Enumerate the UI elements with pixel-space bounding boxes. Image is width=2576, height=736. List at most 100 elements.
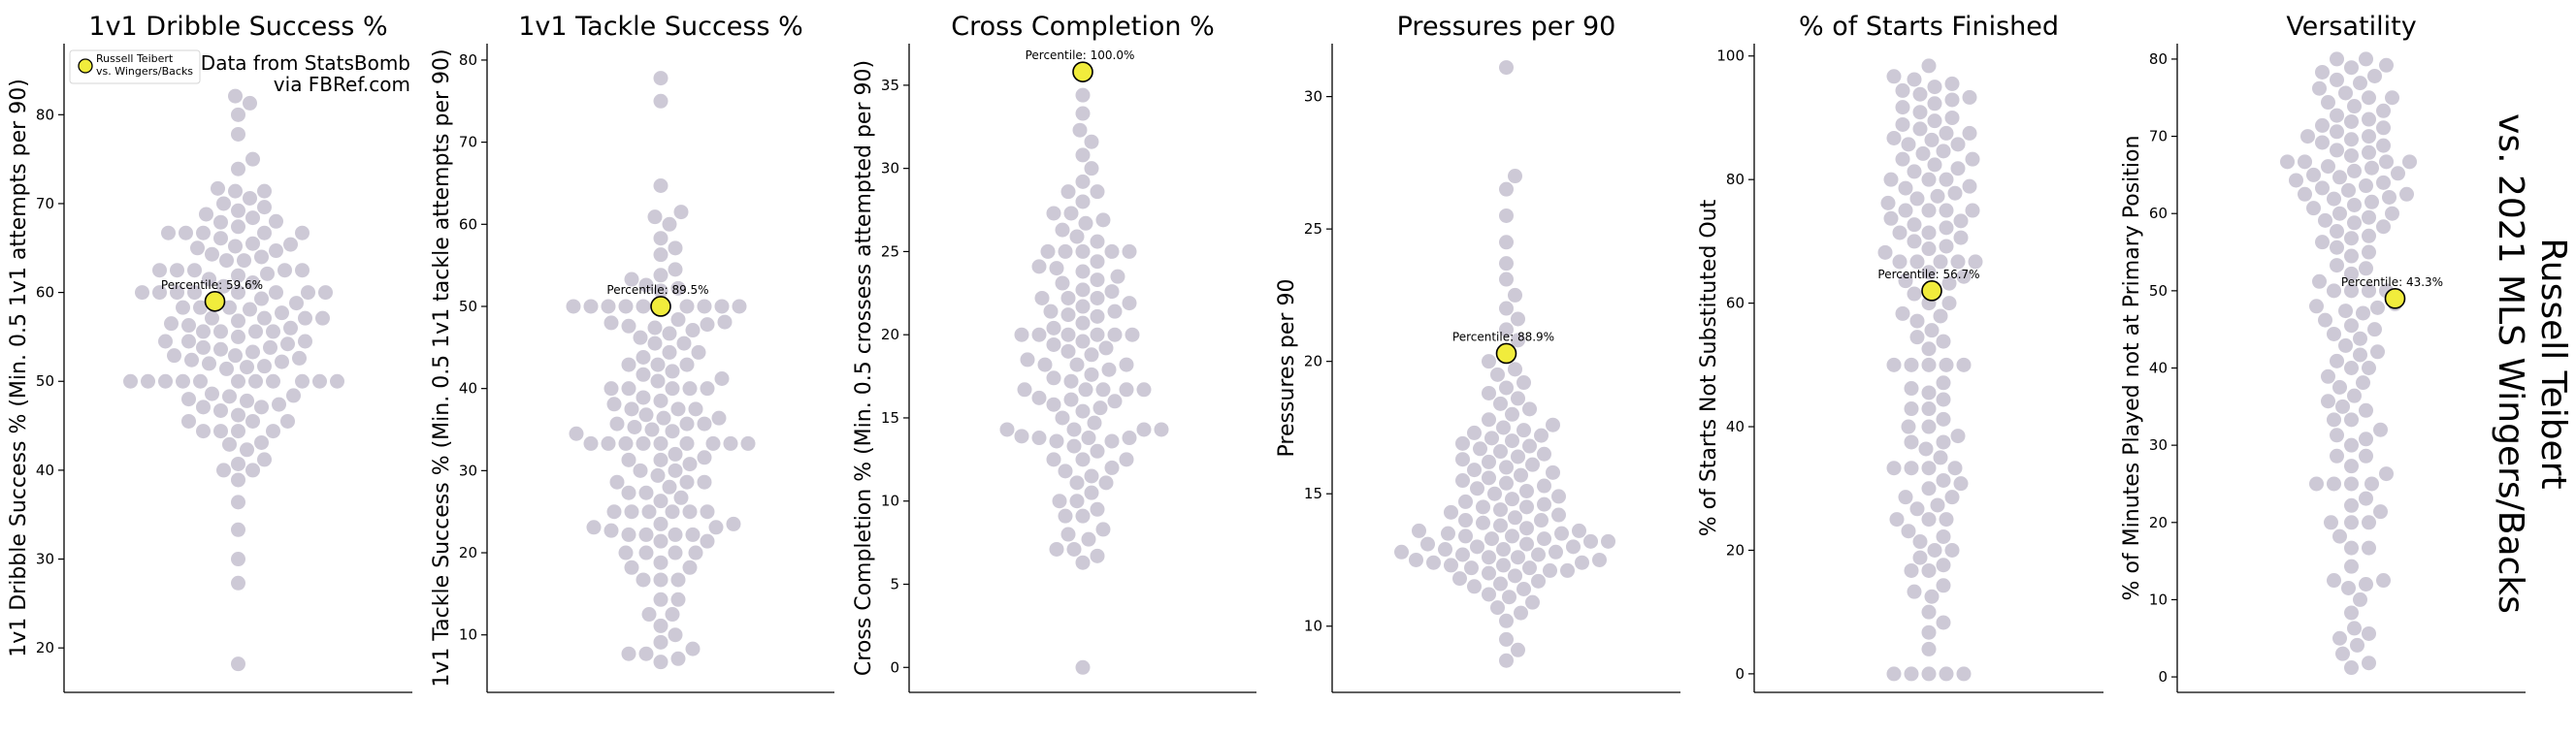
y-tick-label: 15 [1304,485,1322,502]
data-point [2399,186,2414,202]
data-point [1476,499,1490,515]
data-point [1467,463,1482,478]
data-point [638,646,654,661]
data-point [2370,300,2385,315]
data-point [1886,357,1902,372]
data-point [1046,206,1061,221]
data-point [2344,147,2359,163]
data-point [231,552,245,567]
data-point [213,214,228,230]
data-point [624,504,639,520]
data-point [1519,521,1534,536]
y-tick-label: 30 [1304,88,1322,106]
data-point [621,452,636,467]
data-point [1909,330,1925,345]
data-point [1104,243,1120,259]
data-point [2402,154,2417,170]
data-point [1499,181,1514,197]
data-point [1482,412,1496,428]
data-point [1090,501,1105,517]
data-point [601,435,616,451]
data-point [1090,327,1105,342]
data-point [1473,441,1487,457]
data-point [289,296,304,311]
data-point [2327,573,2341,589]
data-point [641,607,657,623]
data-point [1534,428,1549,443]
data-point [2359,448,2373,464]
data-point [1572,523,1586,538]
data-point [2332,528,2347,544]
data-point [1482,565,1496,581]
data-point [2330,258,2344,273]
data-point [240,393,254,408]
data-point [714,371,730,387]
data-point [1921,58,1937,74]
data-point [2330,240,2344,255]
data-point [2379,57,2394,73]
data-point [618,299,634,314]
data-point [2338,337,2353,353]
data-point [653,634,668,650]
data-point [1136,422,1152,437]
data-point [670,592,686,607]
data-point [636,367,651,382]
data-point [2347,163,2362,178]
data-point [1409,552,1423,567]
data-point [2338,304,2353,319]
data-point [219,361,234,376]
y-tick-label: 10 [2149,591,2168,608]
data-point [2353,76,2367,91]
data-point [668,627,683,643]
data-point [283,237,298,252]
data-point [295,225,310,240]
data-point [621,318,636,334]
data-point [135,285,149,301]
data-point [1516,423,1531,438]
data-point [636,390,651,405]
data-point [1444,558,1458,573]
data-point [670,651,686,666]
data-point [636,349,651,365]
y-tick-label: 60 [2149,205,2168,222]
y-tick-label: 20 [459,544,477,561]
data-point [2344,540,2359,556]
data-point [679,299,695,314]
data-point [222,389,237,404]
data-point [1412,523,1426,538]
data-point [670,280,686,296]
data-point [330,373,344,389]
data-point [1058,464,1073,479]
data-point [2315,117,2330,133]
data-point [1110,269,1125,284]
data-point [2359,402,2373,418]
data-point [231,329,245,344]
data-point [1566,539,1581,555]
legend-marker [78,58,93,74]
data-point [1907,217,1922,233]
data-point [1031,327,1047,342]
data-point [170,263,184,278]
data-point [1075,282,1091,298]
data-point [603,315,619,331]
percentile-annotation: Percentile: 43.3% [2341,275,2443,289]
data-point [1482,454,1496,469]
y-tick-label: 40 [1726,418,1745,435]
data-point [1551,489,1566,504]
data-point [638,277,654,293]
y-tick-label: 80 [1726,171,1745,188]
data-point [1575,555,1589,570]
data-point [1531,573,1546,589]
data-point [627,419,642,434]
data-point [2362,515,2376,530]
data-point [1904,381,1919,397]
data-point [176,300,190,315]
data-point [1939,512,1954,528]
data-point [231,472,245,488]
data-point [609,416,625,432]
data-point [621,381,636,397]
percentile-annotation: Percentile: 56.7% [1877,268,1979,281]
y-tick-label: 50 [459,298,477,315]
data-point [240,360,254,375]
